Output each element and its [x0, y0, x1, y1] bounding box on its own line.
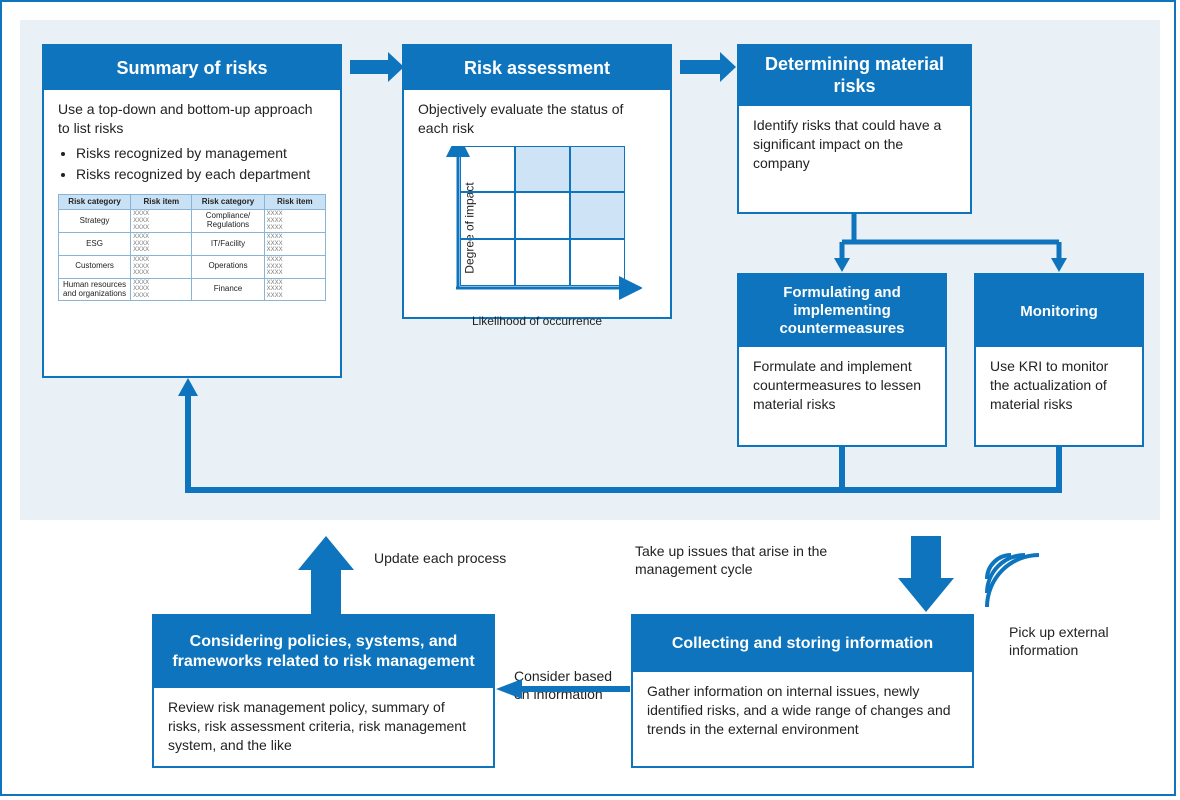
box-determining-body: Identify risks that could have a signifi…: [739, 106, 970, 183]
box-policies-body: Review risk management policy, summary o…: [154, 688, 493, 765]
label-pick-up: Pick up external information: [1009, 623, 1139, 659]
box-assessment: Risk assessment Objectively evaluate the…: [402, 44, 672, 319]
box-collecting: Collecting and storing information Gathe…: [631, 614, 974, 768]
risk-table-cell: Compliance/ Regulations: [192, 210, 264, 233]
arrow-down-to-collecting: [898, 536, 954, 612]
matrix-xlabel: Likelihood of occurrence: [472, 313, 602, 329]
risk-matrix: Degree of impact Likelihood of occurrenc…: [432, 146, 642, 311]
risk-table-cell: XXXXXXXXXXXX: [131, 233, 192, 256]
diagram-canvas: Summary of risks Use a top-down and bott…: [0, 0, 1176, 796]
risk-table-cell: XXXXXXXXXXXX: [264, 278, 325, 301]
box-monitoring: Monitoring Use KRI to monitor the actual…: [974, 273, 1144, 447]
box-countermeasures-header: Formulating and implementing countermeas…: [739, 275, 945, 347]
label-consider: Consider based on information: [514, 667, 624, 703]
box-assessment-body: Objectively evaluate the status of each …: [404, 90, 670, 321]
box-countermeasures: Formulating and implementing countermeas…: [737, 273, 947, 447]
risk-table-cell: XXXXXXXXXXXX: [131, 210, 192, 233]
risk-table-cell: XXXXXXXXXXXX: [264, 210, 325, 233]
wifi-icon: [987, 555, 1039, 607]
risk-table-cell: XXXXXXXXXXXX: [264, 233, 325, 256]
risk-table-cell: XXXXXXXXXXXX: [264, 255, 325, 278]
risk-table-cell: Operations: [192, 255, 264, 278]
summary-bullet-1: Risks recognized by management: [76, 144, 326, 163]
box-monitoring-header: Monitoring: [976, 275, 1142, 347]
risk-table-header: Risk category: [192, 194, 264, 210]
box-determining-header: Determining material risks: [739, 46, 970, 106]
box-summary-body: Use a top-down and bottom-up approach to…: [44, 90, 340, 311]
assessment-desc: Objectively evaluate the status of each …: [418, 100, 656, 138]
summary-bullet-2: Risks recognized by each department: [76, 165, 326, 184]
risk-table-header: Risk item: [264, 194, 325, 210]
summary-desc: Use a top-down and bottom-up approach to…: [58, 100, 326, 138]
box-countermeasures-body: Formulate and implement countermeasures …: [739, 347, 945, 424]
label-update: Update each process: [374, 549, 506, 567]
risk-table-header: Risk item: [131, 194, 192, 210]
risk-category-table: Risk categoryRisk itemRisk categoryRisk …: [58, 194, 326, 302]
box-assessment-header: Risk assessment: [404, 46, 670, 90]
box-monitoring-body: Use KRI to monitor the actualization of …: [976, 347, 1142, 424]
arrow-up-update: [298, 536, 354, 614]
box-summary-header: Summary of risks: [44, 46, 340, 90]
risk-table-cell: XXXXXXXXXXXX: [131, 255, 192, 278]
box-summary: Summary of risks Use a top-down and bott…: [42, 44, 342, 378]
matrix-axes: [432, 146, 642, 311]
risk-table-header: Risk category: [59, 194, 131, 210]
risk-table-cell: Strategy: [59, 210, 131, 233]
risk-table-cell: Human resources and organizations: [59, 278, 131, 301]
label-take-up: Take up issues that arise in the managem…: [635, 542, 865, 578]
box-policies-header: Considering policies, systems, and frame…: [154, 616, 493, 688]
risk-table-cell: XXXXXXXXXXXX: [131, 278, 192, 301]
box-collecting-header: Collecting and storing information: [633, 616, 972, 672]
risk-table-cell: Finance: [192, 278, 264, 301]
box-collecting-body: Gather information on internal issues, n…: [633, 672, 972, 749]
risk-table-cell: ESG: [59, 233, 131, 256]
risk-table-cell: IT/Facility: [192, 233, 264, 256]
box-policies: Considering policies, systems, and frame…: [152, 614, 495, 768]
box-determining: Determining material risks Identify risk…: [737, 44, 972, 214]
risk-table-cell: Customers: [59, 255, 131, 278]
